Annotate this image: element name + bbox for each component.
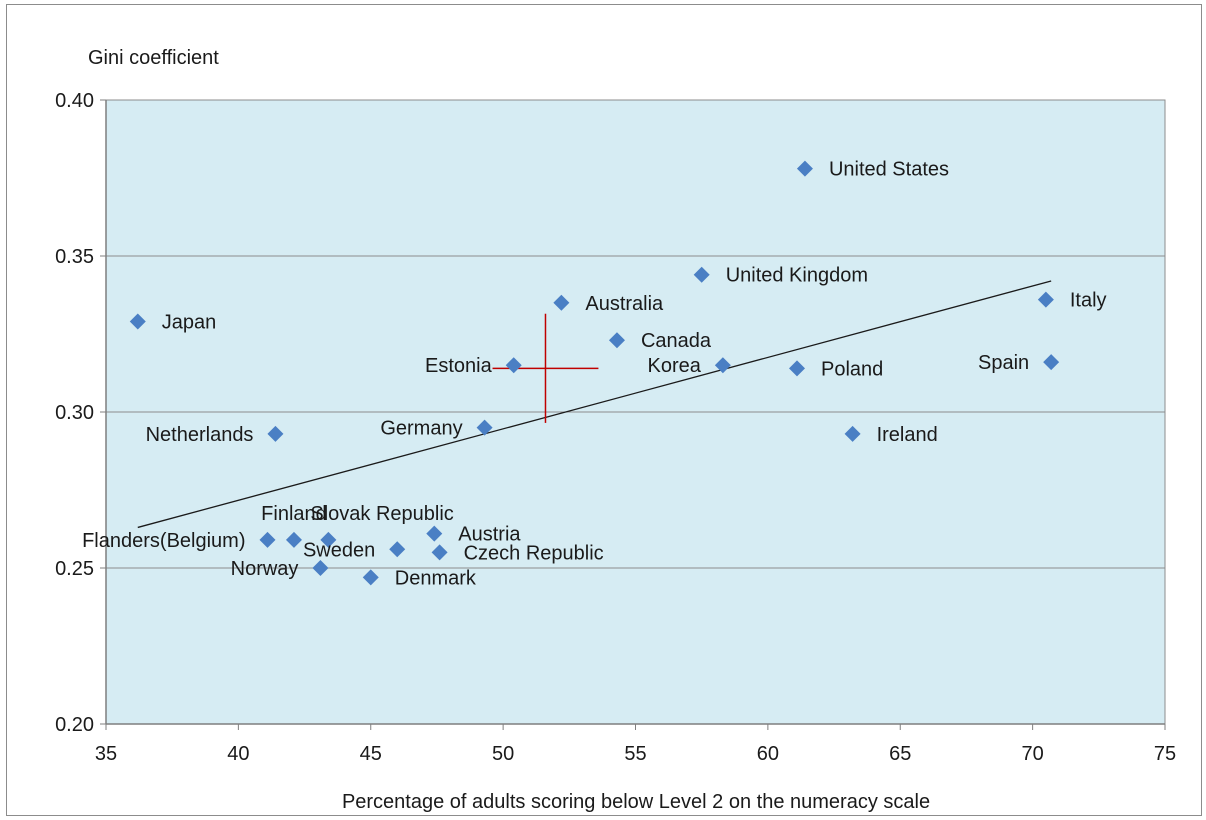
label-germany: Germany — [380, 418, 462, 440]
point-czech-republic — [431, 544, 448, 561]
label-denmark: Denmark — [395, 567, 477, 589]
point-norway — [312, 560, 329, 576]
tick-labels: 0.20 0.25 0.30 0.35 0.40 35 40 45 50 55 60 65 70 75 — [55, 90, 1176, 765]
x-tick-label: 65 — [889, 743, 911, 765]
point-united-kingdom — [693, 266, 710, 283]
y-tick-label: 0.35 — [55, 246, 94, 268]
axes — [100, 99, 1166, 730]
label-united-states: United States — [829, 159, 949, 181]
label-finland: Finland — [261, 503, 327, 525]
point-slovak-republic — [320, 531, 337, 548]
point-netherlands — [267, 425, 284, 442]
point-australia — [553, 294, 570, 311]
label-korea: Korea — [647, 355, 701, 377]
point-germany — [476, 419, 493, 436]
x-tick-label: 50 — [492, 743, 514, 765]
label-poland: Poland — [821, 358, 883, 380]
x-axis-title: Percentage of adults scoring below Level… — [342, 791, 930, 813]
label-austria: Austria — [458, 524, 521, 546]
label-sweden: Sweden — [303, 539, 375, 561]
label-netherlands: Netherlands — [146, 424, 254, 446]
y-tick-label: 0.30 — [55, 402, 94, 424]
label-japan: Japan — [162, 312, 217, 334]
point-labels: United States United Kingdom Italy Australi… — [82, 159, 1106, 590]
point-sweden — [389, 541, 406, 558]
data-points — [129, 160, 1060, 586]
y-tick-label: 0.20 — [55, 714, 94, 736]
x-tick-label: 40 — [227, 743, 249, 765]
trendline — [137, 280, 1052, 529]
y-axis-title: Gini coefficient — [88, 47, 219, 69]
point-estonia — [505, 357, 522, 374]
point-denmark — [362, 569, 379, 586]
point-flanders-belgium — [259, 531, 276, 548]
point-united-states — [796, 160, 813, 177]
label-slovak-republic: Slovak Republic — [310, 503, 453, 525]
label-flanders-belgium: Flanders(Belgium) — [82, 530, 245, 552]
x-tick-label: 45 — [360, 743, 382, 765]
label-canada: Canada — [641, 330, 712, 352]
point-korea — [714, 357, 731, 374]
point-japan — [129, 313, 146, 330]
point-canada — [608, 332, 625, 349]
point-austria — [426, 525, 443, 542]
y-tick-label: 0.40 — [55, 90, 94, 112]
label-estonia: Estonia — [425, 355, 493, 377]
y-tick-label: 0.25 — [55, 558, 94, 580]
label-australia: Australia — [585, 293, 664, 315]
x-tick-label: 60 — [757, 743, 779, 765]
point-finland — [285, 531, 302, 548]
label-czech-republic: Czech Republic — [464, 542, 604, 564]
point-poland — [788, 360, 805, 377]
point-spain — [1043, 354, 1060, 371]
label-italy: Italy — [1070, 290, 1107, 312]
label-norway: Norway — [231, 558, 299, 580]
label-spain: Spain — [978, 352, 1029, 374]
x-tick-label: 35 — [95, 743, 117, 765]
point-italy — [1037, 291, 1054, 308]
point-ireland — [844, 425, 861, 442]
label-united-kingdom: United Kingdom — [726, 265, 868, 287]
label-ireland: Ireland — [877, 424, 938, 446]
x-tick-label: 55 — [624, 743, 646, 765]
x-tick-label: 70 — [1022, 743, 1044, 765]
x-tick-label: 75 — [1154, 743, 1176, 765]
